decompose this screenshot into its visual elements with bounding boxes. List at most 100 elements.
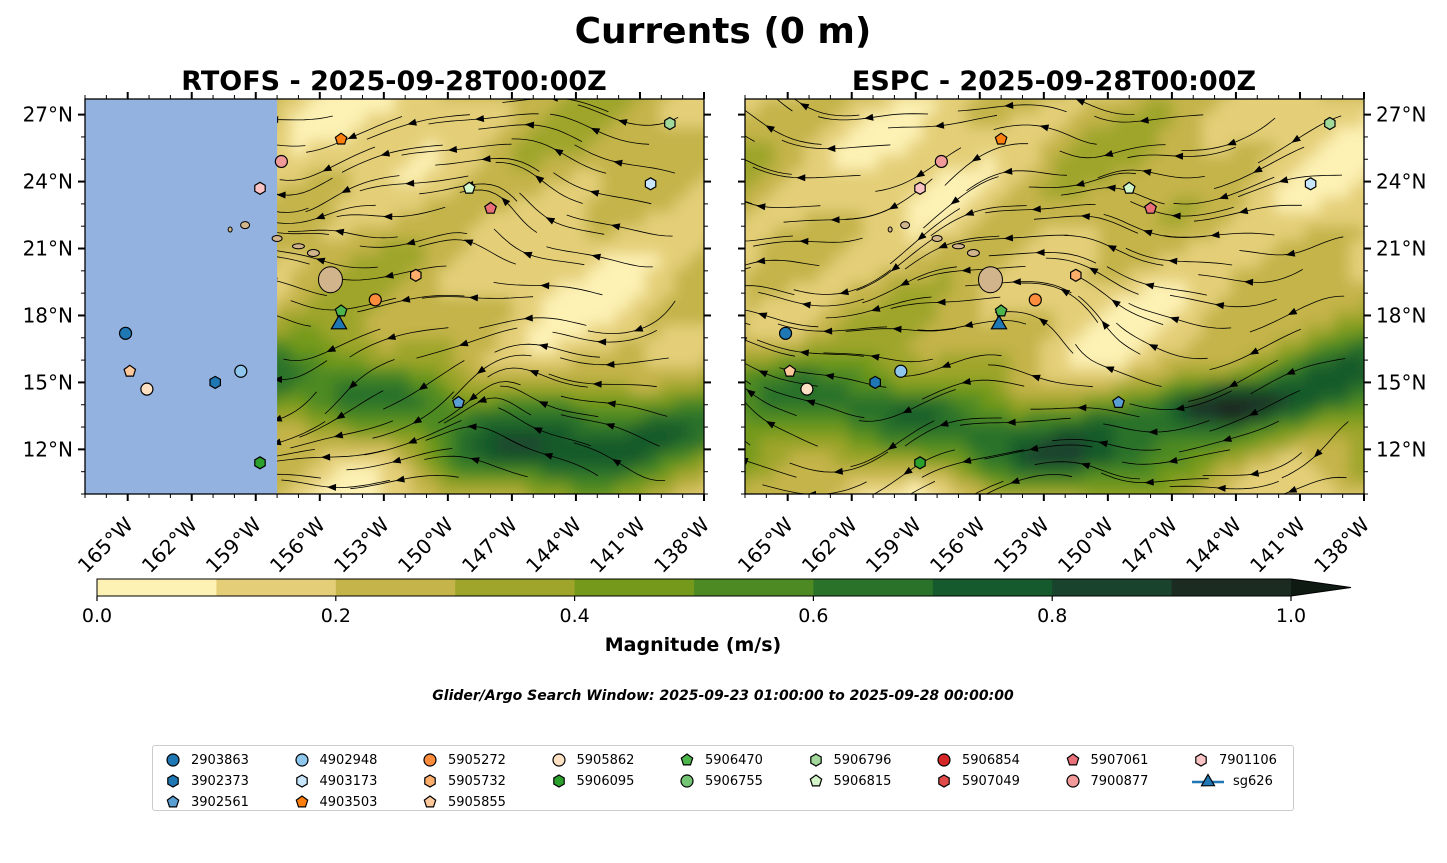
field-cell <box>1113 282 1130 298</box>
field-cell <box>438 268 455 284</box>
field-cell <box>1039 437 1056 453</box>
field-cell <box>482 296 499 312</box>
field-cell <box>745 240 761 256</box>
field-cell <box>645 211 661 227</box>
field-cell <box>951 99 968 115</box>
field-cell <box>645 282 661 298</box>
field-cell <box>291 211 308 227</box>
field-cell <box>571 183 588 199</box>
field-cell <box>1025 494 1041 509</box>
field-cell <box>674 211 691 227</box>
field-cell <box>1231 268 1248 284</box>
field-cell <box>1069 113 1085 129</box>
pentagon-marker-icon <box>680 753 694 766</box>
field-cell <box>1334 479 1351 494</box>
field-cell <box>1187 409 1203 425</box>
field-cell <box>630 296 647 312</box>
flow-arrow <box>326 345 337 353</box>
field-cell <box>645 155 661 171</box>
field-cell <box>1098 169 1115 185</box>
field-cell <box>645 141 661 157</box>
field-cell <box>674 127 691 143</box>
legend-marker <box>295 774 308 788</box>
field-cell <box>601 494 617 509</box>
field-cell <box>1113 437 1130 453</box>
field-cell <box>335 352 352 369</box>
marker-2903863 <box>118 326 133 340</box>
field-cell <box>704 184 720 199</box>
field-cell <box>158 99 175 100</box>
map-panel-espc: 165°W 162°W 159°W 156°W 153°W 150°W 147°W 144°W… <box>733 92 1426 577</box>
flow-arrow <box>1103 150 1114 157</box>
field-cell <box>1187 381 1203 397</box>
field-cell <box>674 367 691 383</box>
field-cell <box>645 395 661 411</box>
field-cell <box>1260 451 1277 467</box>
field-cell <box>704 212 720 227</box>
field-cell <box>803 127 820 143</box>
marker-3902561 <box>452 395 465 408</box>
field-cell <box>1246 155 1262 171</box>
field-cell <box>759 437 776 453</box>
field-cell <box>1275 296 1292 312</box>
field-cell <box>1069 479 1085 494</box>
field-cell <box>616 494 632 509</box>
field-cell <box>1334 367 1351 383</box>
field-cell <box>745 494 761 509</box>
field-cell <box>1349 494 1365 509</box>
field-cell <box>818 225 835 242</box>
field-cell <box>85 99 86 100</box>
legend-item: 3902373 <box>163 771 249 791</box>
field-cell <box>704 438 720 453</box>
marker-3902373 <box>869 375 882 390</box>
field-cell <box>1260 155 1277 171</box>
field-cell <box>1128 99 1144 115</box>
field-cell <box>907 155 923 171</box>
field-cell <box>818 437 835 453</box>
field-cell <box>674 465 691 481</box>
field-cell <box>745 141 761 157</box>
field-cell <box>674 99 691 115</box>
field-cell <box>291 465 308 481</box>
field-cell <box>1025 381 1041 397</box>
field-cell <box>1113 211 1130 227</box>
field-cell <box>1260 99 1277 115</box>
field-cell <box>1142 141 1159 157</box>
field-cell <box>659 169 676 185</box>
field-cell <box>745 465 746 481</box>
field-cell <box>759 99 776 100</box>
field-cell <box>745 99 746 100</box>
field-cell <box>877 254 894 270</box>
field-cell <box>1275 225 1292 242</box>
legend-label: 5905272 <box>448 752 506 768</box>
field-cell <box>482 268 499 284</box>
y-tick-label: 15°N <box>23 370 73 394</box>
field-cell <box>877 240 894 256</box>
field-cell <box>1187 324 1203 340</box>
field-cell <box>1157 310 1174 326</box>
field-cell <box>1010 338 1027 354</box>
field-cell <box>1349 296 1364 312</box>
field-cell <box>759 395 776 411</box>
flow-arrow <box>276 191 286 199</box>
field-cell <box>745 451 761 467</box>
flow-arrow <box>1216 484 1226 492</box>
field-cell <box>512 324 529 340</box>
field-cell <box>877 381 894 397</box>
field-cell <box>745 225 746 242</box>
field-cell <box>1142 451 1159 467</box>
field-cell <box>1157 324 1174 340</box>
field-cell <box>659 127 676 143</box>
field-cell <box>482 338 499 354</box>
field-cell <box>966 324 982 340</box>
field-cell <box>497 211 514 227</box>
field-cell <box>966 99 982 115</box>
marker-4903173 <box>1304 177 1317 191</box>
flow-arrow <box>1142 169 1152 176</box>
field-cell <box>571 338 588 354</box>
field-cell <box>659 282 676 298</box>
flow-arrow <box>1111 299 1121 308</box>
field-cell <box>85 423 86 439</box>
field-cell <box>1246 141 1262 157</box>
field-cell <box>365 465 381 481</box>
